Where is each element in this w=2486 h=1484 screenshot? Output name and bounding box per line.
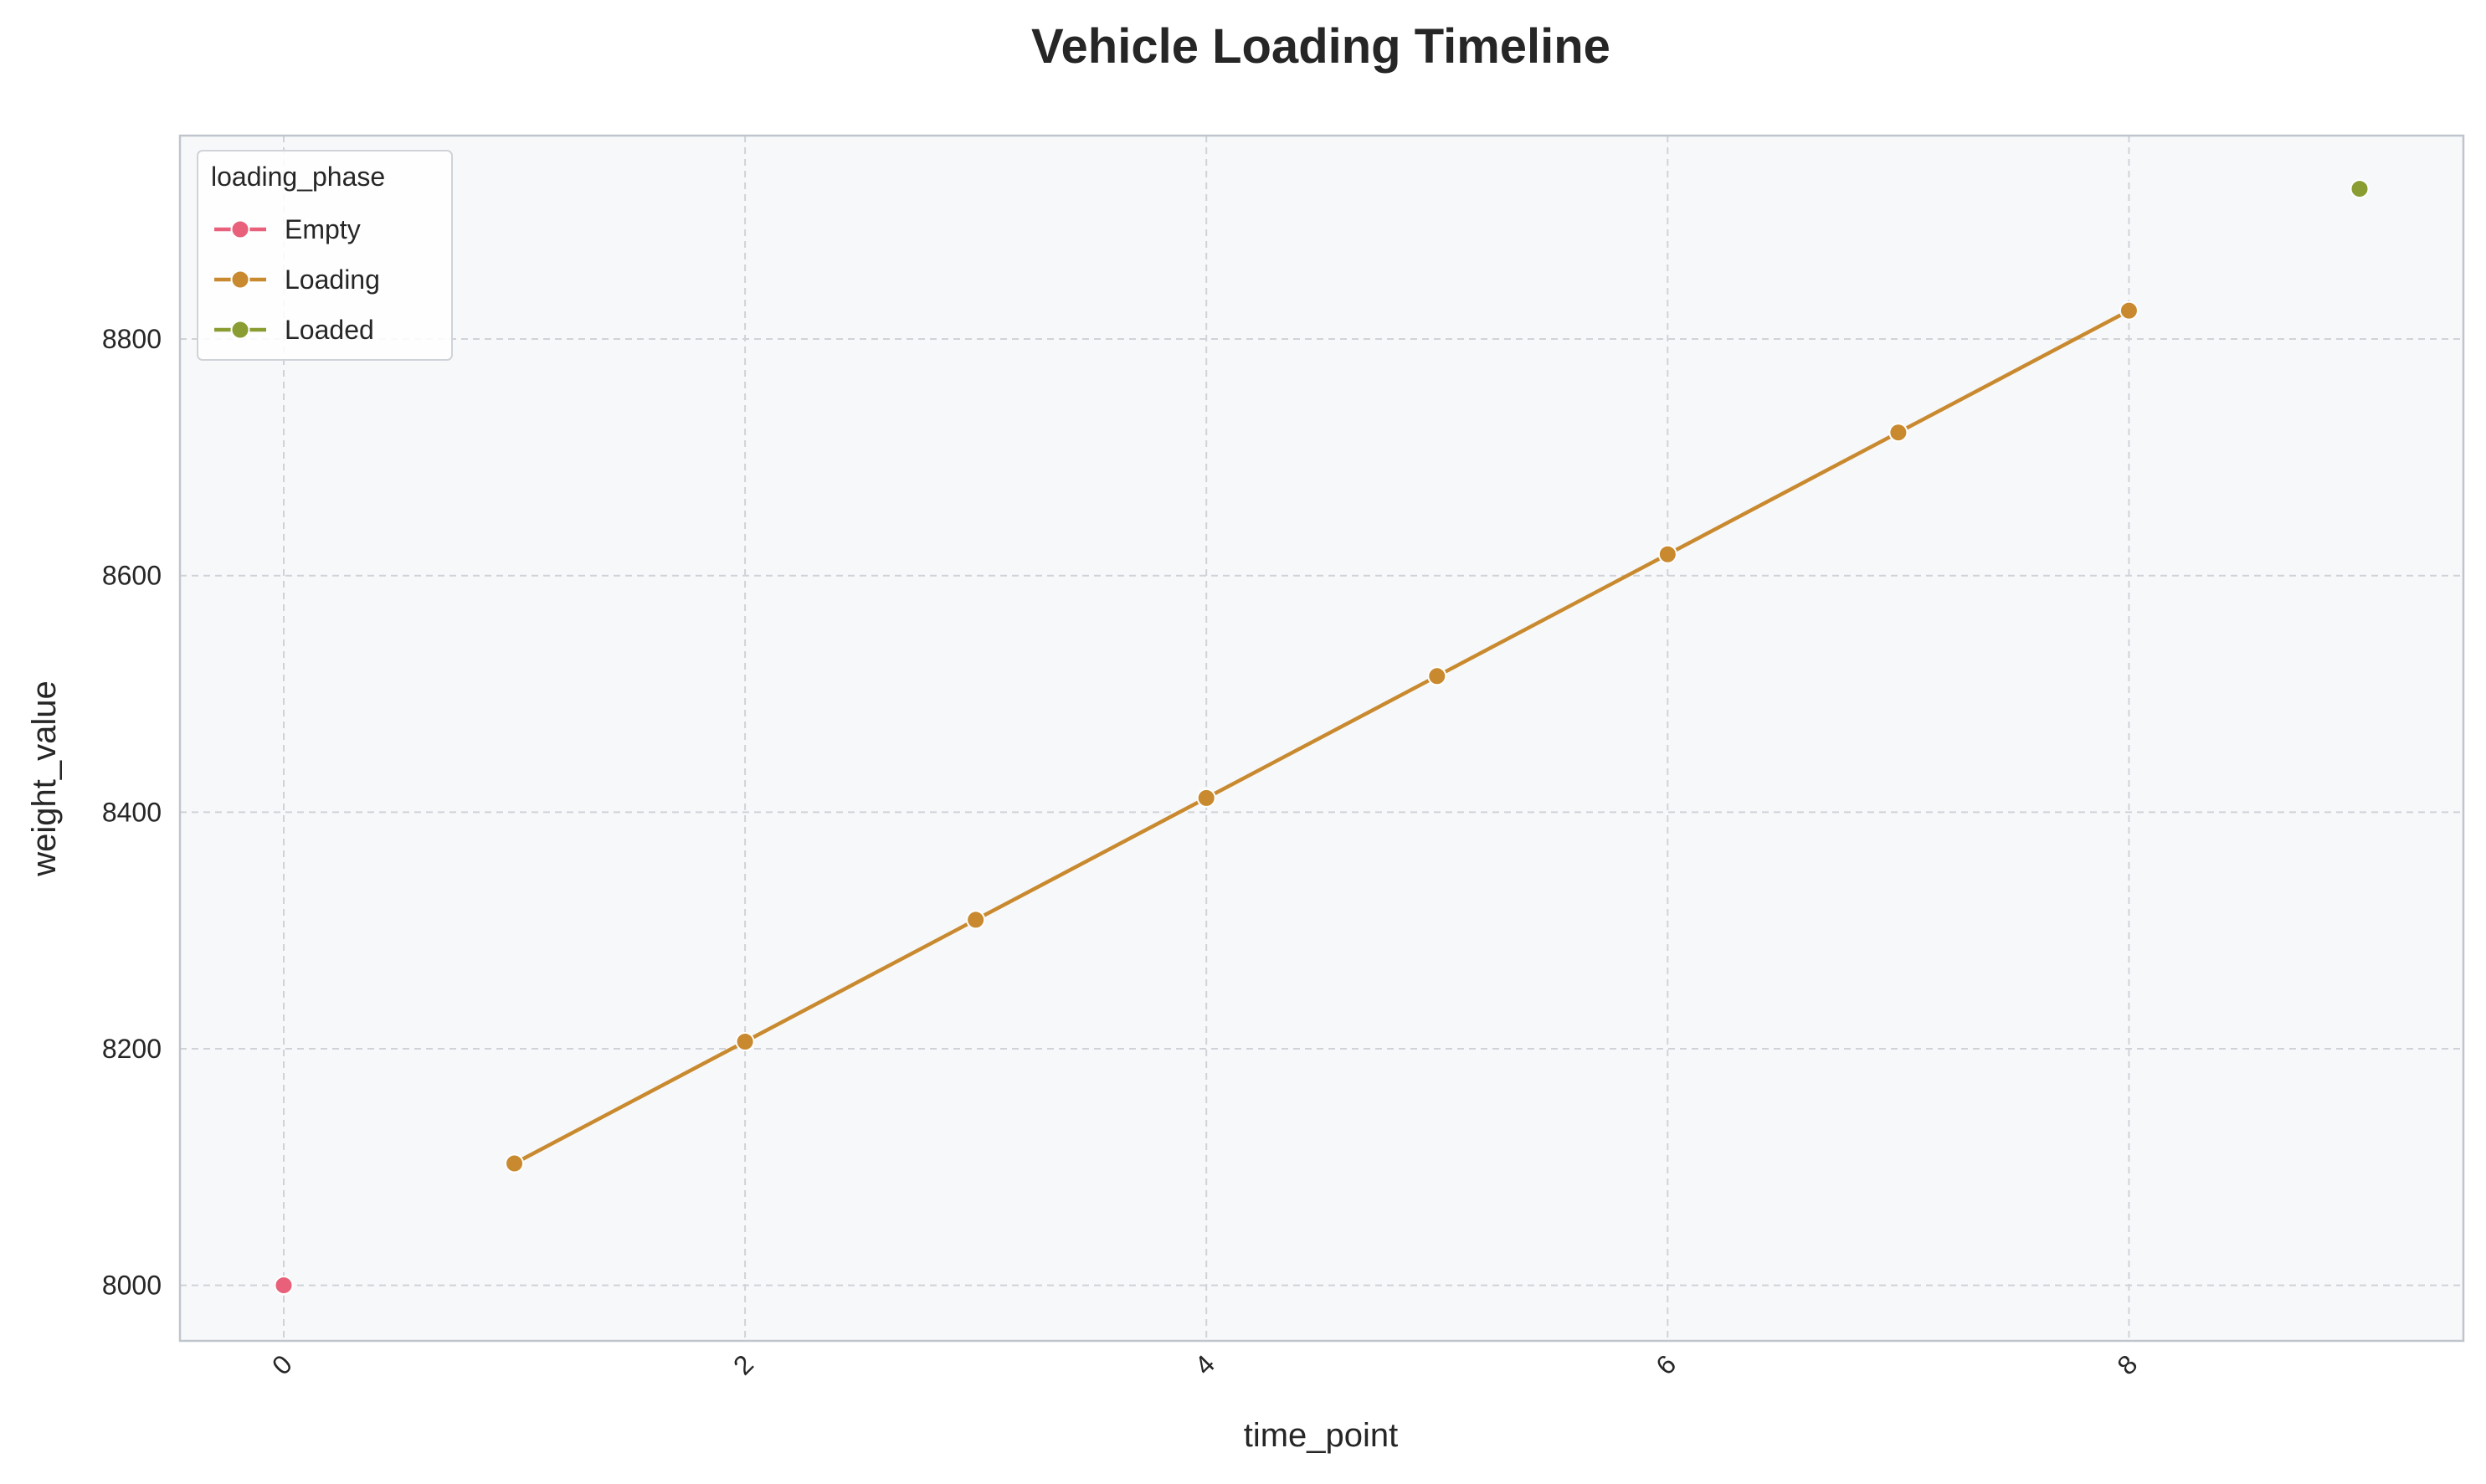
series-line-loading [512, 308, 2131, 1166]
legend-label: Empty [285, 214, 361, 244]
data-point-loading [1427, 666, 1447, 686]
data-point-empty [274, 1276, 294, 1296]
y-tick-label: 8400 [102, 797, 162, 827]
legend-title: loading_phase [211, 162, 385, 192]
data-point-loading [1888, 423, 1908, 443]
x-tick-label: 6 [1650, 1348, 1682, 1380]
data-point-loading [2119, 300, 2139, 321]
legend-label: Loaded [285, 315, 374, 345]
data-point-loading [1657, 544, 1677, 564]
axes-frame [178, 134, 2465, 1343]
x-tick-label: 8 [2111, 1348, 2143, 1380]
y-tick-label: 8200 [102, 1034, 162, 1064]
legend-swatch-marker [230, 270, 250, 290]
data-point-loading [735, 1031, 755, 1051]
data-point-loaded [2350, 179, 2370, 199]
y-tick-label: 8600 [102, 561, 162, 591]
x-axis-label: time_point [1244, 1417, 1399, 1454]
x-tick-label: 4 [1189, 1348, 1220, 1380]
data-point-loading [1196, 788, 1216, 808]
y-tick-label: 8000 [102, 1271, 162, 1301]
chart-title: Vehicle Loading Timeline [1031, 19, 1610, 74]
y-tick-label: 8800 [102, 324, 162, 354]
y-axis-label: weight_value [26, 680, 63, 877]
legend-label: Loading [285, 264, 380, 295]
data-point-loading [966, 910, 986, 930]
plot-area: 8000 8200 8400 8600 8800 0 2 4 6 8 loading_phase Em… [102, 134, 2465, 1381]
data-point-loading [505, 1153, 525, 1173]
legend-box [197, 150, 453, 361]
legend-swatch-marker [230, 219, 250, 239]
x-tick-label: 2 [727, 1348, 759, 1380]
legend-swatch-marker [230, 320, 250, 340]
x-tick-label: 0 [266, 1348, 298, 1380]
